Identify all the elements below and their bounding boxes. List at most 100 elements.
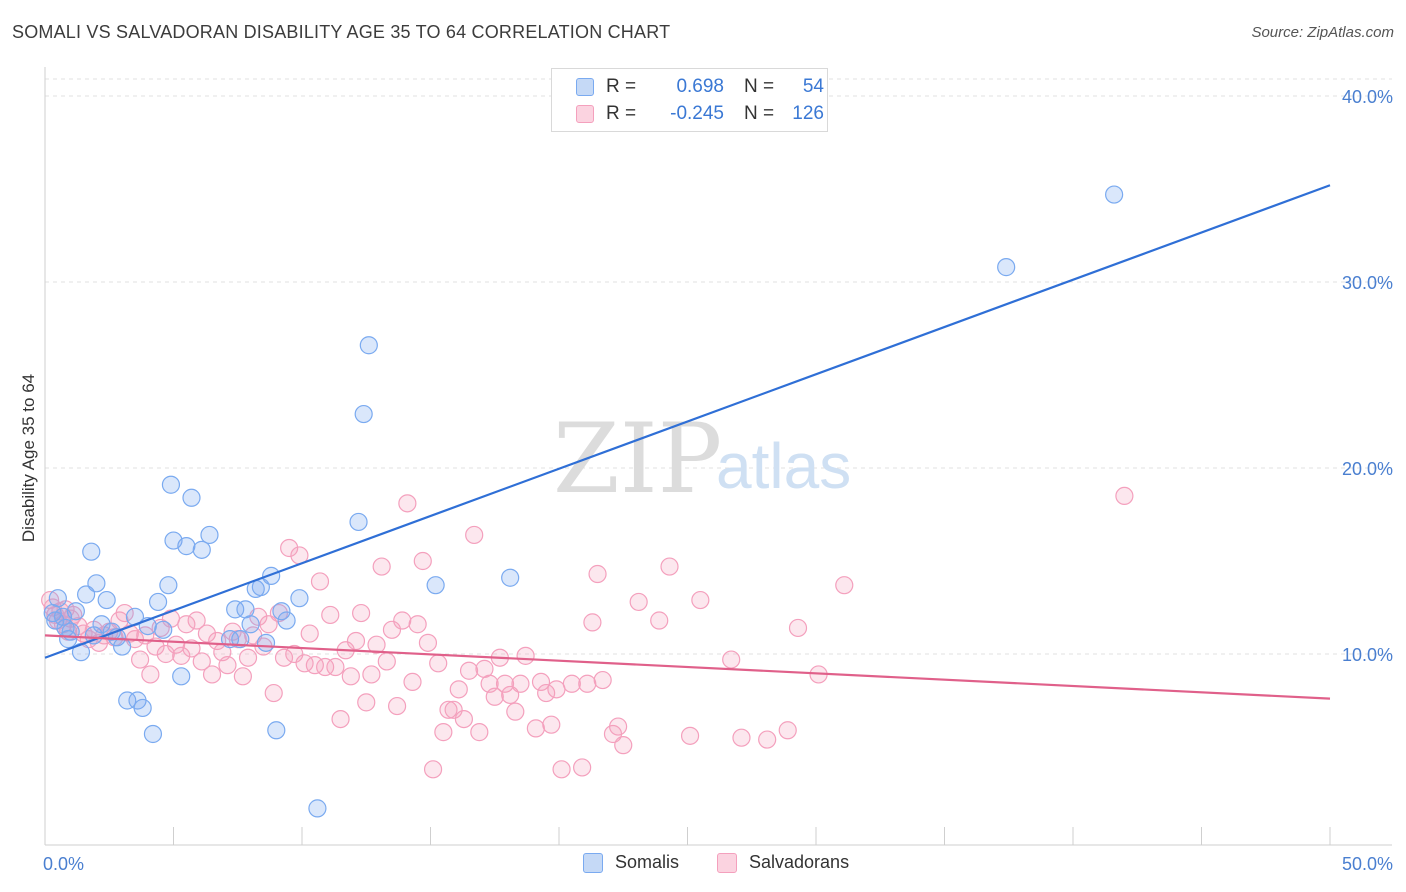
legend-n-label: N = xyxy=(744,76,775,97)
somali-point xyxy=(262,566,281,585)
somali-point xyxy=(349,512,368,532)
salvadoran-point xyxy=(439,700,458,719)
salvadoran-point xyxy=(377,652,396,671)
somali-point xyxy=(92,615,111,634)
legend-r-label: R = xyxy=(606,103,637,124)
salvadoran-point xyxy=(310,572,330,591)
chart-title: SOMALI VS SALVADORAN DISABILITY AGE 35 T… xyxy=(12,22,671,42)
salvadoran-point xyxy=(269,603,288,623)
salvadoran-point xyxy=(182,639,201,658)
somali-point xyxy=(59,630,78,649)
salvadoran-point xyxy=(449,680,468,699)
salvadoran-point xyxy=(691,590,710,610)
salvadoran-point xyxy=(367,635,386,654)
somali-point xyxy=(267,721,286,740)
salvadoran-point xyxy=(609,717,628,736)
salvadoran-point xyxy=(629,592,648,612)
somali-point xyxy=(241,615,260,634)
legend-n-value: 54 xyxy=(802,76,824,97)
somali-point xyxy=(1105,185,1124,204)
salvadoran-point xyxy=(614,736,633,755)
salvadoran-point xyxy=(274,648,294,667)
salvadoran-point xyxy=(593,670,612,690)
salvadoran-trend-line xyxy=(44,634,1331,700)
somali-point xyxy=(172,667,191,686)
salvadoran-point xyxy=(485,687,504,706)
salvadoran-point xyxy=(398,494,417,513)
salvadoran-point xyxy=(387,696,407,716)
salvadoran-point xyxy=(778,721,797,740)
salvadoran-point xyxy=(429,654,448,673)
somali-point xyxy=(192,540,211,559)
salvadoran-point xyxy=(722,650,741,669)
salvadoran-point xyxy=(362,665,381,684)
somali-point xyxy=(154,620,173,639)
y-axis-label: Disability Age 35 to 64 xyxy=(19,374,38,542)
salvadoran-point xyxy=(357,693,376,712)
tick-labels: 10.0% 20.0% 30.0% 40.0% 0.0% 50.0% xyxy=(43,87,1393,874)
salvadoran-point xyxy=(650,611,669,630)
watermark: ZIP atlas xyxy=(553,403,851,515)
salvadoran-point xyxy=(326,657,345,677)
salvadoran-point xyxy=(573,758,592,777)
salvadoran-point xyxy=(434,723,453,742)
salvadoran-point xyxy=(316,657,335,677)
salvadoran-point xyxy=(192,652,211,671)
legend-r-label: R = xyxy=(606,76,637,97)
legend-n-value: 126 xyxy=(792,103,824,124)
bottom-legend-somalis: Somalis xyxy=(583,852,679,873)
watermark-zip: ZIP xyxy=(553,403,722,515)
legend-row-somalis: R = 0.698 N = 54 xyxy=(576,74,824,100)
somali-point xyxy=(256,633,276,652)
salvadoran-point xyxy=(680,726,700,745)
salvadoran-point xyxy=(562,674,581,693)
somali-point xyxy=(118,691,137,710)
y-tick-label: 40.0% xyxy=(1342,87,1393,107)
salvadoran-point xyxy=(238,648,258,667)
salvadoran-point xyxy=(172,646,191,665)
somali-point xyxy=(66,602,85,621)
somali-point xyxy=(426,576,445,595)
salvadoran-point xyxy=(393,611,412,630)
legend-row-salvadorans: R = -0.245 N = 126 xyxy=(576,101,824,127)
somali-point xyxy=(200,525,219,545)
bottom-legend-swatch-somalis xyxy=(583,852,603,873)
somali-point xyxy=(102,622,121,641)
salvadoran-point xyxy=(465,525,484,545)
bottom-legend-label-salvadorans: Salvadorans xyxy=(749,852,850,872)
salvadoran-point xyxy=(1115,486,1134,505)
salvadoran-point xyxy=(495,674,515,693)
salvadoran-point xyxy=(578,674,597,693)
watermark-atlas: atlas xyxy=(716,430,851,502)
salvadoran-point xyxy=(218,656,237,675)
source-label: Source: ZipAtlas.com xyxy=(1251,24,1394,41)
salvadoran-point xyxy=(459,661,479,680)
salvadoran-point xyxy=(418,633,438,652)
x-tick-label: 0.0% xyxy=(43,854,84,874)
somali-point xyxy=(148,592,168,612)
somali-point xyxy=(359,336,378,355)
salvadoran-point xyxy=(166,635,186,654)
salvadoran-point xyxy=(341,667,360,686)
salvadoran-point xyxy=(187,611,206,630)
somali-point xyxy=(97,590,116,610)
salvadoran-point xyxy=(321,605,340,625)
somali-point xyxy=(87,574,106,593)
somali-point xyxy=(143,724,163,744)
somali-point xyxy=(501,568,520,587)
x-tick-label: 50.0% xyxy=(1342,854,1393,874)
salvadoran-point xyxy=(732,728,751,747)
salvadoran-point xyxy=(382,620,402,639)
somali-point xyxy=(177,537,196,556)
bottom-legend: Somalis Salvadorans xyxy=(0,852,1406,878)
salvadoran-point xyxy=(130,650,150,669)
salvadoran-point xyxy=(531,672,551,692)
somali-point xyxy=(133,698,152,718)
salvadoran-point xyxy=(526,719,545,738)
salvadoran-point xyxy=(202,665,222,684)
salvadoran-point xyxy=(408,615,427,634)
somali-trend-line xyxy=(44,184,1331,659)
salvadoran-point xyxy=(233,667,252,686)
salvadoran-point xyxy=(542,715,561,734)
